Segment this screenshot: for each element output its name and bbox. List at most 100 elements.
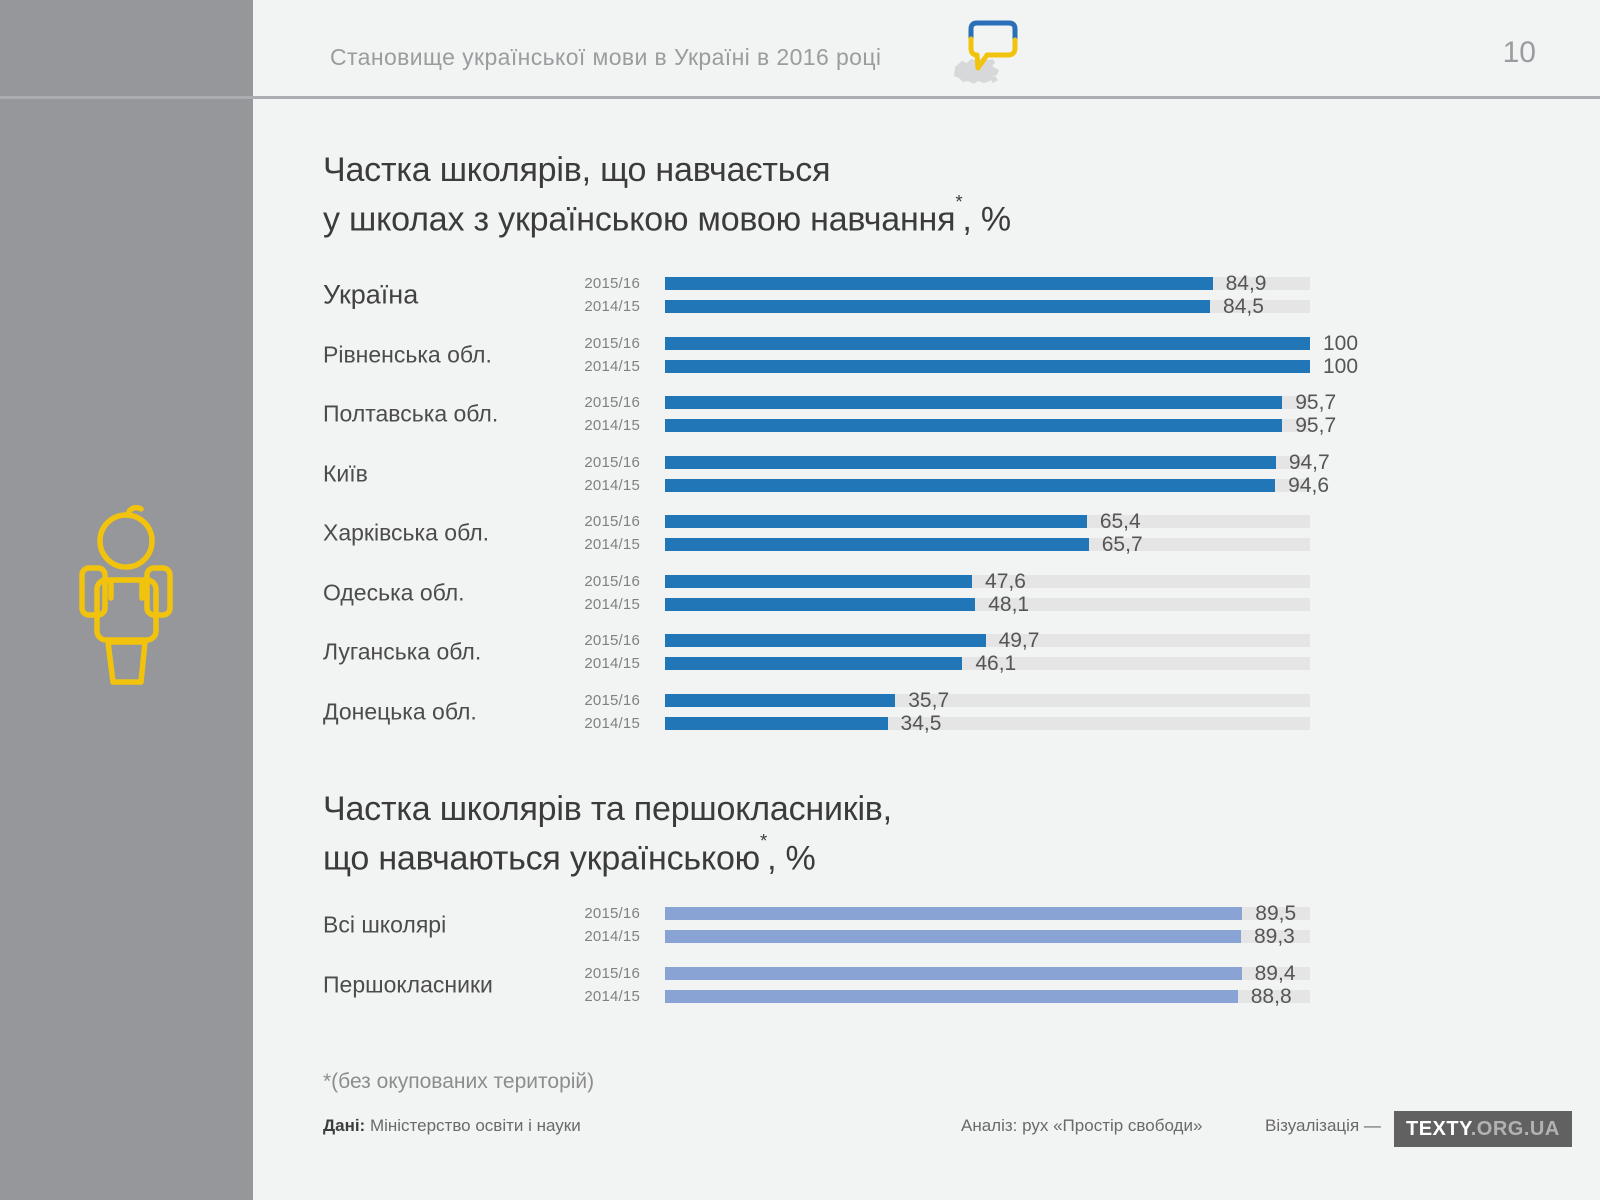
year-label: 2014/15 bbox=[584, 987, 640, 1005]
bar-track bbox=[665, 277, 1310, 290]
chart1-title-line2: у школах з українською мовою навчання*, … bbox=[323, 190, 1011, 239]
student-hair-sprig bbox=[125, 505, 144, 518]
category-label: Всі школярі bbox=[323, 911, 447, 938]
chart-row: Україна 2015/16 84,9 2014/15 84,5 bbox=[323, 272, 1483, 318]
bar bbox=[665, 419, 1283, 432]
value-label: 89,4 bbox=[1254, 961, 1296, 985]
value-label: 89,5 bbox=[1255, 902, 1297, 925]
chart2-title-line2: що навчаються українською*, % bbox=[323, 829, 816, 878]
bar bbox=[665, 455, 1276, 469]
category-label: Рівненська обл. bbox=[323, 341, 492, 367]
bar-track bbox=[665, 930, 1310, 943]
data-source: Міністерство освіти і науки bbox=[365, 1116, 581, 1135]
bar-track bbox=[665, 300, 1310, 313]
category-label: Україна bbox=[323, 279, 419, 310]
bar-track bbox=[665, 716, 1310, 730]
footer-analysis: Аналіз: рух «Простір свободи» bbox=[961, 1116, 1203, 1135]
bar bbox=[665, 907, 1243, 920]
value-label: 47,6 bbox=[985, 569, 1026, 593]
footnote: *(без окупованих територій) bbox=[323, 1070, 595, 1093]
category-label: Одеська обл. bbox=[323, 579, 465, 605]
bar bbox=[665, 515, 1087, 528]
bar bbox=[665, 300, 1211, 313]
bar bbox=[665, 574, 973, 588]
category-label: Першокласники bbox=[323, 971, 493, 997]
bar bbox=[665, 277, 1213, 290]
chart-row: Полтавська обл. 2015/16 95,7 2014/15 95,7 bbox=[323, 391, 1483, 437]
asterisk: * bbox=[955, 190, 963, 212]
year-label: 2015/16 bbox=[584, 334, 640, 352]
bar bbox=[665, 966, 1242, 980]
sidebar bbox=[0, 0, 253, 1200]
footer-data-source: Дані: Міністерство освіти і науки bbox=[323, 1116, 581, 1136]
value-label: 34,5 bbox=[900, 711, 942, 735]
year-label: 2014/15 bbox=[584, 357, 640, 375]
student-figure-icon bbox=[79, 505, 173, 685]
year-label: 2015/16 bbox=[584, 905, 640, 922]
asterisk: * bbox=[759, 829, 768, 851]
category-label: Луганська обл. bbox=[323, 638, 482, 665]
bar bbox=[665, 930, 1241, 943]
bar bbox=[665, 693, 896, 707]
bar-track bbox=[665, 966, 1310, 980]
texty-logo-primary: TEXTY bbox=[1406, 1118, 1471, 1140]
chart-row: Одеська обл. 2015/16 47,6 2014/15 48,1 bbox=[323, 570, 1483, 616]
value-label: 84,9 bbox=[1225, 272, 1267, 295]
speech-bubble-ukraine-icon bbox=[954, 20, 1018, 84]
year-label: 2015/16 bbox=[584, 394, 640, 411]
value-label: 49,7 bbox=[998, 629, 1040, 652]
bar-track bbox=[665, 907, 1310, 920]
header-title: Становище української мови в Україні в 2… bbox=[330, 44, 882, 70]
bar-track bbox=[665, 634, 1310, 647]
year-label: 2014/15 bbox=[584, 536, 640, 553]
chart-row: Рівненська обл. 2015/16 100 2014/15 100 bbox=[323, 332, 1483, 378]
value-label: 95,7 bbox=[1295, 414, 1337, 437]
header-separator bbox=[0, 96, 1600, 99]
value-label: 46,1 bbox=[975, 652, 1017, 675]
value-label: 100 bbox=[1323, 331, 1359, 355]
bar-track bbox=[665, 396, 1310, 409]
category-label: Полтавська обл. bbox=[323, 400, 499, 427]
year-label: 2015/16 bbox=[584, 453, 640, 471]
value-label: 65,7 bbox=[1101, 533, 1143, 556]
texty-logo: TEXTY.ORG.UA bbox=[1394, 1111, 1572, 1147]
category-label: Київ bbox=[323, 460, 368, 486]
bar bbox=[665, 478, 1276, 492]
bar-track bbox=[665, 989, 1310, 1003]
map-fragment bbox=[989, 76, 998, 83]
bar-track bbox=[665, 359, 1310, 373]
texty-logo-secondary: .ORG.UA bbox=[1470, 1118, 1560, 1140]
student-legs bbox=[105, 639, 148, 685]
bar-track bbox=[665, 478, 1310, 492]
bar bbox=[665, 989, 1238, 1003]
year-label: 2015/16 bbox=[584, 275, 640, 292]
bar-track bbox=[665, 336, 1310, 350]
year-label: 2014/15 bbox=[584, 595, 640, 613]
footer-visualization-label: Візуалізація — bbox=[1265, 1116, 1381, 1135]
value-label: 95,7 bbox=[1295, 391, 1337, 414]
bar-track bbox=[665, 419, 1310, 432]
bar-track bbox=[665, 693, 1310, 707]
bar-track bbox=[665, 515, 1310, 528]
value-label: 65,4 bbox=[1099, 510, 1141, 533]
student-head bbox=[97, 512, 155, 570]
category-label: Донецька обл. bbox=[323, 698, 477, 724]
value-label: 94,6 bbox=[1288, 473, 1330, 497]
data-label: Дані: bbox=[323, 1116, 366, 1135]
bar-track bbox=[665, 455, 1310, 469]
value-label: 48,1 bbox=[988, 592, 1030, 616]
bar-track bbox=[665, 574, 1310, 588]
category-label: Харківська обл. bbox=[323, 519, 490, 546]
year-label: 2015/16 bbox=[584, 632, 640, 649]
value-label: 84,5 bbox=[1223, 295, 1264, 318]
chart1-title: Частка школярів, що навчається у школах … bbox=[323, 149, 1011, 240]
bar bbox=[665, 538, 1089, 551]
year-label: 2014/15 bbox=[584, 655, 640, 672]
chart-row: Донецька обл. 2015/16 35,7 2014/15 34,5 bbox=[323, 689, 1483, 735]
bar-track bbox=[665, 597, 1310, 611]
page-number: 10 bbox=[1502, 36, 1536, 69]
chart2-title-line1: Частка школярів та першокласників, bbox=[323, 790, 892, 828]
chart-row: Луганська обл. 2015/16 49,7 2014/15 46,1 bbox=[323, 629, 1483, 675]
year-label: 2014/15 bbox=[584, 298, 640, 315]
